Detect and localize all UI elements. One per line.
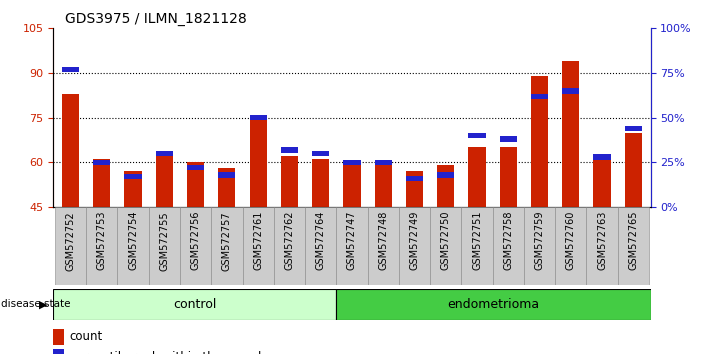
Text: GSM572757: GSM572757 bbox=[222, 211, 232, 270]
Bar bbox=[180, 207, 211, 285]
Text: count: count bbox=[70, 330, 102, 343]
Text: GSM572750: GSM572750 bbox=[441, 211, 451, 270]
Bar bbox=[336, 289, 651, 320]
Bar bbox=[469, 148, 486, 207]
Text: GSM572765: GSM572765 bbox=[629, 211, 638, 270]
Bar bbox=[343, 160, 360, 165]
Bar bbox=[149, 207, 180, 285]
Text: GSM572760: GSM572760 bbox=[566, 211, 576, 270]
Bar bbox=[562, 88, 579, 93]
Bar bbox=[53, 329, 64, 345]
Text: GSM572752: GSM572752 bbox=[65, 211, 75, 270]
Bar bbox=[336, 207, 368, 285]
Bar bbox=[250, 115, 267, 207]
Bar bbox=[594, 154, 611, 160]
Bar bbox=[93, 160, 110, 165]
Bar bbox=[187, 162, 204, 207]
Bar bbox=[555, 207, 587, 285]
Bar bbox=[437, 165, 454, 207]
Bar bbox=[86, 207, 117, 285]
Text: GSM572748: GSM572748 bbox=[378, 211, 388, 270]
Text: GDS3975 / ILMN_1821128: GDS3975 / ILMN_1821128 bbox=[65, 12, 247, 26]
Bar bbox=[62, 67, 79, 72]
Text: control: control bbox=[173, 298, 216, 311]
Bar bbox=[493, 207, 524, 285]
Text: GSM572759: GSM572759 bbox=[535, 211, 545, 270]
Bar bbox=[562, 61, 579, 207]
Bar bbox=[281, 156, 298, 207]
Bar bbox=[93, 159, 110, 207]
Text: GSM572753: GSM572753 bbox=[97, 211, 107, 270]
Bar bbox=[156, 151, 173, 156]
Bar bbox=[274, 207, 305, 285]
Bar bbox=[242, 207, 274, 285]
Bar bbox=[375, 162, 392, 207]
Bar bbox=[587, 207, 618, 285]
Bar bbox=[124, 171, 141, 207]
Text: endometrioma: endometrioma bbox=[447, 298, 540, 311]
Text: percentile rank within the sample: percentile rank within the sample bbox=[70, 351, 269, 354]
Bar bbox=[461, 207, 493, 285]
Bar bbox=[156, 156, 173, 207]
Bar bbox=[625, 133, 642, 207]
Text: GSM572756: GSM572756 bbox=[191, 211, 201, 270]
Text: GSM572762: GSM572762 bbox=[284, 211, 294, 270]
Bar bbox=[437, 172, 454, 178]
Bar bbox=[500, 137, 517, 142]
Text: GSM572755: GSM572755 bbox=[159, 211, 169, 270]
Bar bbox=[218, 172, 235, 178]
Bar bbox=[53, 289, 336, 320]
Bar bbox=[500, 148, 517, 207]
Bar bbox=[399, 207, 430, 285]
Text: GSM572761: GSM572761 bbox=[253, 211, 263, 270]
Bar bbox=[250, 115, 267, 120]
Bar bbox=[53, 349, 64, 354]
Bar bbox=[406, 176, 423, 181]
Text: GSM572749: GSM572749 bbox=[410, 211, 419, 270]
Text: ▶: ▶ bbox=[39, 299, 48, 309]
Bar bbox=[55, 207, 86, 285]
Bar bbox=[524, 207, 555, 285]
Bar bbox=[375, 160, 392, 165]
Bar bbox=[124, 174, 141, 179]
Bar bbox=[312, 151, 329, 156]
Text: GSM572751: GSM572751 bbox=[472, 211, 482, 270]
Bar bbox=[343, 162, 360, 207]
Bar bbox=[430, 207, 461, 285]
Bar bbox=[594, 156, 611, 207]
Text: disease state: disease state bbox=[1, 299, 70, 309]
Bar bbox=[305, 207, 336, 285]
Bar bbox=[625, 126, 642, 131]
Bar bbox=[211, 207, 242, 285]
Bar bbox=[62, 94, 79, 207]
Bar bbox=[469, 133, 486, 138]
Text: GSM572754: GSM572754 bbox=[128, 211, 138, 270]
Text: GSM572764: GSM572764 bbox=[316, 211, 326, 270]
Bar bbox=[312, 159, 329, 207]
Bar bbox=[531, 76, 548, 207]
Bar bbox=[368, 207, 399, 285]
Text: GSM572747: GSM572747 bbox=[347, 211, 357, 270]
Bar bbox=[218, 169, 235, 207]
Bar bbox=[618, 207, 649, 285]
Bar bbox=[187, 165, 204, 170]
Text: GSM572763: GSM572763 bbox=[597, 211, 607, 270]
Text: GSM572758: GSM572758 bbox=[503, 211, 513, 270]
Bar bbox=[117, 207, 149, 285]
Bar bbox=[406, 171, 423, 207]
Bar bbox=[531, 93, 548, 99]
Bar bbox=[281, 147, 298, 153]
